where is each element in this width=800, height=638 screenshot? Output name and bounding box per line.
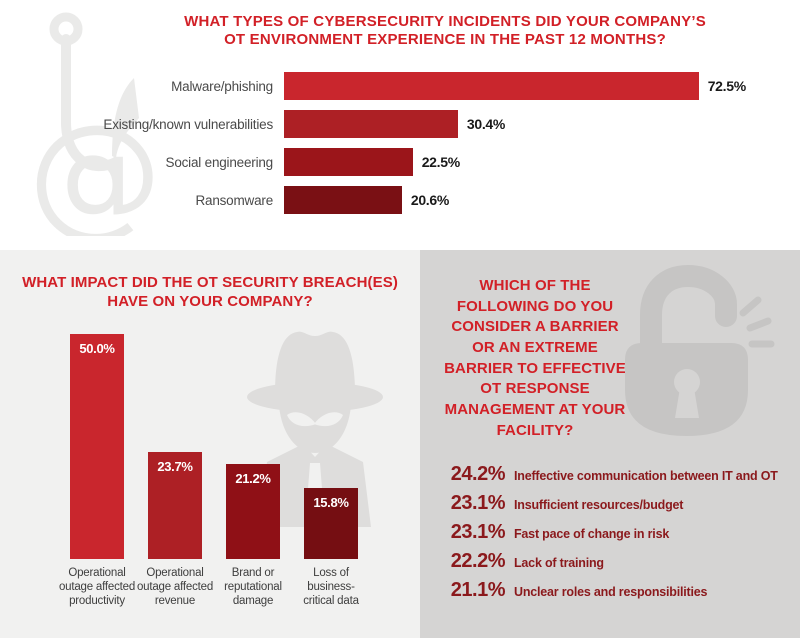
phishing-hook-at-icon: @ <box>28 12 162 236</box>
list-item: 24.2% Ineffective communication between … <box>450 464 795 484</box>
list-item: 23.1% Insufficient resources/budget <box>450 493 795 513</box>
title-line: FACILITY? <box>496 421 574 439</box>
bar-brand-damage: 21.2% <box>226 463 280 559</box>
bar-value-label: 21.2% <box>235 470 271 486</box>
bar-category-label: Ransomware <box>195 192 273 208</box>
title-line: CONSIDER A BARRIER <box>451 318 619 336</box>
barrier-label: Fast pace of change in risk <box>514 527 670 541</box>
title-line: WHICH OF THE <box>479 277 591 294</box>
bar-category-label: Malware/phishing <box>171 78 273 94</box>
title-line: OT RESPONSE <box>480 380 590 398</box>
title-line: HAVE ON YOUR COMPANY? <box>107 292 313 310</box>
chart-title-incidents: WHAT TYPES OF CYBERSECURITY INCIDENTS DI… <box>100 13 790 50</box>
at-symbol-glyph: @ <box>28 96 162 236</box>
bar-category-label: Existing/known vulnerabilities <box>103 116 273 132</box>
title-line: OR AN EXTREME <box>472 339 598 357</box>
bar-category-label: Social engineering <box>165 154 274 170</box>
bar-vulnerabilities <box>284 110 458 138</box>
bar-value-label: 22.5% <box>421 154 461 170</box>
barrier-list: 24.2% Ineffective communication between … <box>450 464 795 609</box>
barrier-percent: 21.1% <box>450 579 506 601</box>
title-line: OT ENVIRONMENT EXPERIENCE IN THE PAST 12… <box>224 31 666 49</box>
title-line: BARRIER TO EFFECTIVE <box>444 359 626 377</box>
bar-malware <box>284 72 699 100</box>
bar-outage-revenue: 23.7% <box>148 452 202 559</box>
bar-category-label: Operational outage affected revenue <box>136 567 214 608</box>
list-item: 22.2% Lack of training <box>450 551 795 571</box>
bar-social-engineering <box>284 148 413 176</box>
title-line: FOLLOWING DO YOU <box>456 297 614 315</box>
barrier-label: Ineffective communication between IT and… <box>514 469 778 483</box>
bar-category-label: Brand or reputational damage <box>224 567 282 608</box>
bar-row-social-engineering: Social engineering 22.5% <box>0 148 800 176</box>
open-padlock-icon <box>625 264 775 436</box>
title-line: WHAT IMPACT DID THE OT SECURITY BREACH(E… <box>22 274 398 291</box>
chart-title-barriers: WHICH OF THE FOLLOWING DO YOU CONSIDER A… <box>430 276 640 442</box>
bar-value-label: 15.8% <box>313 494 349 510</box>
bar-row-vulnerabilities: Existing/known vulnerabilities 30.4% <box>0 110 800 138</box>
barrier-label: Unclear roles and responsibilities <box>514 585 708 599</box>
bar-category-label: Operational outage affected productivity <box>58 567 136 608</box>
bar-value-label: 30.4% <box>466 116 506 132</box>
barrier-percent: 24.2% <box>450 463 506 485</box>
bar-value-label: 72.5% <box>707 78 747 94</box>
bar-category-label: Loss of business-critical data <box>303 567 359 608</box>
chart-title-impact: WHAT IMPACT DID THE OT SECURITY BREACH(E… <box>0 274 420 312</box>
bar-row-malware: Malware/phishing 72.5% <box>0 72 800 100</box>
list-item: 23.1% Fast pace of change in risk <box>450 522 795 542</box>
section-response-barriers: WHICH OF THE FOLLOWING DO YOU CONSIDER A… <box>420 250 800 638</box>
list-item: 21.1% Unclear roles and responsibilities <box>450 580 795 600</box>
section-incident-types: @ WHAT TYPES OF CYBERSECURITY INCIDENTS … <box>0 0 800 250</box>
bar-ransomware <box>284 186 402 214</box>
impact-axis-labels: Operational outage affected productivity… <box>58 566 370 608</box>
barrier-percent: 22.2% <box>450 550 506 572</box>
impact-bar-group: 50.0% 23.7% 21.2% 15.8% <box>70 334 358 559</box>
bar-value-label: 50.0% <box>79 341 115 356</box>
bar-value-label: 23.7% <box>157 459 193 475</box>
bar-outage-productivity: 50.0% <box>70 334 124 559</box>
section-breach-impact: WHAT IMPACT DID THE OT SECURITY BREACH(E… <box>0 250 420 638</box>
barrier-label: Insufficient resources/budget <box>514 498 684 512</box>
barrier-percent: 23.1% <box>450 521 506 543</box>
title-line: MANAGEMENT AT YOUR <box>444 401 626 419</box>
barrier-percent: 23.1% <box>450 492 506 514</box>
barrier-label: Lack of training <box>514 556 604 570</box>
bar-row-ransomware: Ransomware 20.6% <box>0 186 800 214</box>
bar-value-label: 20.6% <box>410 192 450 208</box>
bar-data-loss: 15.8% <box>304 487 358 559</box>
title-line: WHAT TYPES OF CYBERSECURITY INCIDENTS DI… <box>184 13 706 30</box>
